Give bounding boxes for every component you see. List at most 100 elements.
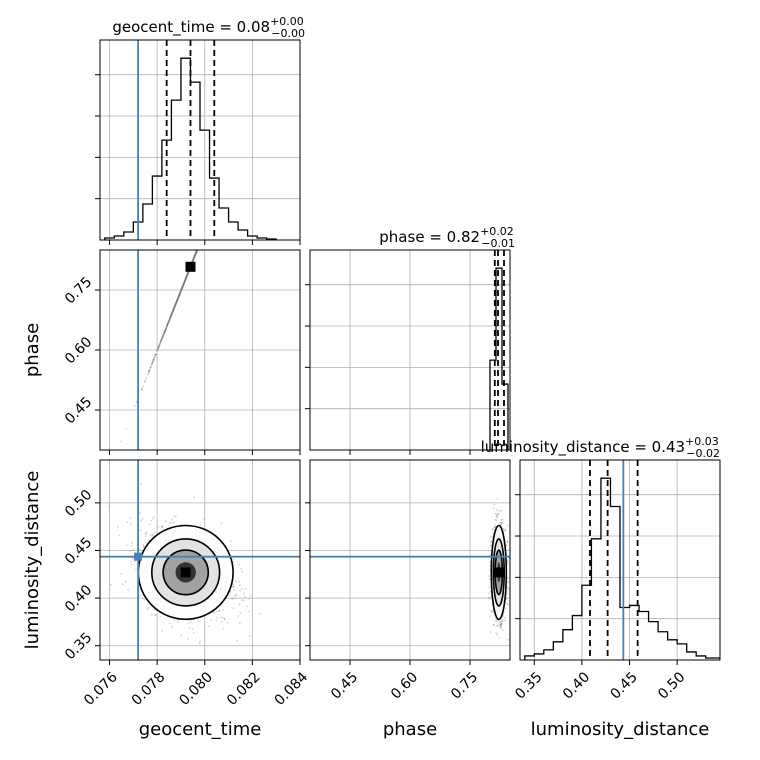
scatter-point — [213, 208, 215, 210]
scatter-point — [490, 610, 493, 613]
scatter-point — [158, 345, 160, 348]
scatter-point — [157, 345, 160, 348]
scatter-point — [191, 260, 194, 262]
scatter-point — [144, 380, 146, 383]
scatter-point — [180, 289, 183, 291]
scatter-point — [178, 295, 180, 297]
scatter-point — [202, 235, 204, 237]
scatter-point — [182, 283, 185, 285]
scatter-point — [177, 296, 180, 299]
scatter-point — [166, 325, 168, 327]
scatter-point — [164, 330, 167, 332]
scatter-point — [233, 589, 236, 591]
scatter-point — [182, 283, 185, 286]
scatter-point — [197, 246, 199, 248]
scatter-point — [166, 324, 169, 327]
scatter-point — [207, 221, 209, 223]
x-tick-label-geocent_time: 0.082 — [224, 669, 264, 709]
scatter-point — [238, 622, 241, 625]
scatter-point — [186, 273, 189, 276]
scatter-point — [239, 584, 241, 587]
scatter-point — [165, 327, 168, 329]
scatter-point — [184, 278, 187, 281]
scatter-point — [199, 243, 201, 245]
scatter-point — [198, 244, 200, 246]
scatter-point — [197, 246, 199, 248]
scatter-point — [232, 583, 235, 586]
scatter-point — [178, 293, 181, 296]
scatter-point — [193, 256, 196, 259]
scatter-point — [172, 308, 175, 310]
scatter-point — [176, 299, 179, 302]
scatter-point — [200, 241, 202, 243]
scatter-point — [152, 358, 155, 361]
scatter-point — [206, 223, 208, 225]
scatter-point — [500, 623, 503, 626]
density-peak — [493, 567, 504, 578]
scatter-point — [178, 293, 181, 295]
scatter-point — [171, 312, 174, 315]
scatter-point — [157, 525, 160, 528]
scatter-point — [173, 306, 176, 309]
scatter-point — [174, 303, 177, 305]
scatter-point — [206, 224, 208, 226]
scatter-point — [180, 287, 183, 290]
scatter-point — [240, 140, 242, 142]
scatter-point — [201, 237, 203, 239]
scatter-point — [209, 218, 211, 220]
scatter-point — [181, 287, 183, 289]
truth-marker — [134, 552, 143, 561]
scatter-point — [171, 311, 174, 314]
scatter-point — [158, 343, 161, 345]
scatter-point — [228, 169, 230, 171]
scatter-point — [177, 295, 180, 298]
scatter-point — [184, 277, 187, 280]
y-tick-label-luminosity_distance: 0.45 — [62, 535, 95, 568]
scatter-point — [195, 251, 198, 254]
scatter-point — [199, 243, 201, 245]
scatter-point — [193, 256, 196, 259]
scatter-point — [173, 306, 176, 309]
scatter-point — [166, 324, 169, 327]
scatter-point — [176, 300, 178, 302]
scatter-point — [186, 272, 189, 275]
scatter-point — [156, 349, 159, 352]
scatter-point — [197, 248, 199, 250]
scatter-point — [177, 295, 180, 298]
scatter-point — [154, 353, 157, 356]
scatter-point — [184, 278, 187, 281]
scatter-point — [201, 238, 203, 240]
scatter-point — [221, 188, 223, 190]
scatter-point — [179, 291, 182, 293]
scatter-point — [192, 258, 195, 261]
scatter-point — [173, 307, 175, 310]
scatter-point — [198, 245, 200, 247]
scatter-point — [179, 290, 182, 293]
scatter-point — [186, 274, 189, 277]
scatter-point — [194, 254, 196, 257]
scatter-point — [211, 211, 213, 213]
scatter-point — [177, 295, 180, 298]
scatter-point — [195, 250, 198, 253]
scatter-point — [171, 312, 173, 315]
scatter-point — [177, 297, 180, 299]
scatter-point — [194, 252, 197, 255]
scatter-point — [176, 299, 179, 301]
scatter-point — [198, 245, 200, 247]
scatter-point — [186, 273, 189, 276]
scatter-point — [181, 287, 183, 289]
scatter-point — [229, 591, 232, 593]
scatter-point — [186, 273, 189, 275]
scatter-point — [140, 519, 143, 522]
scatter-point — [194, 253, 197, 256]
scatter-point — [158, 345, 160, 348]
scatter-point — [211, 211, 213, 213]
scatter-point — [176, 299, 179, 301]
scatter-point — [206, 226, 208, 228]
scatter-point — [176, 298, 179, 300]
scatter-point — [182, 284, 185, 287]
scatter-point — [184, 278, 187, 280]
scatter-point — [193, 255, 196, 258]
scatter-point — [194, 254, 197, 257]
scatter-point — [211, 213, 213, 215]
